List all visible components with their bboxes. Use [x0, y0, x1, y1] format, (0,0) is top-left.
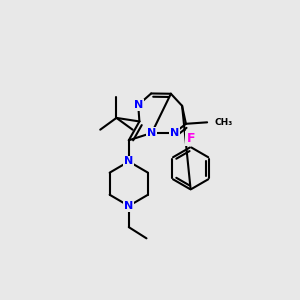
Text: N: N	[134, 100, 143, 110]
Text: N: N	[170, 128, 179, 138]
Text: F: F	[186, 132, 195, 145]
Text: N: N	[124, 157, 134, 166]
Text: N: N	[147, 128, 156, 138]
Text: CH₃: CH₃	[214, 118, 233, 127]
Text: N: N	[124, 201, 134, 211]
